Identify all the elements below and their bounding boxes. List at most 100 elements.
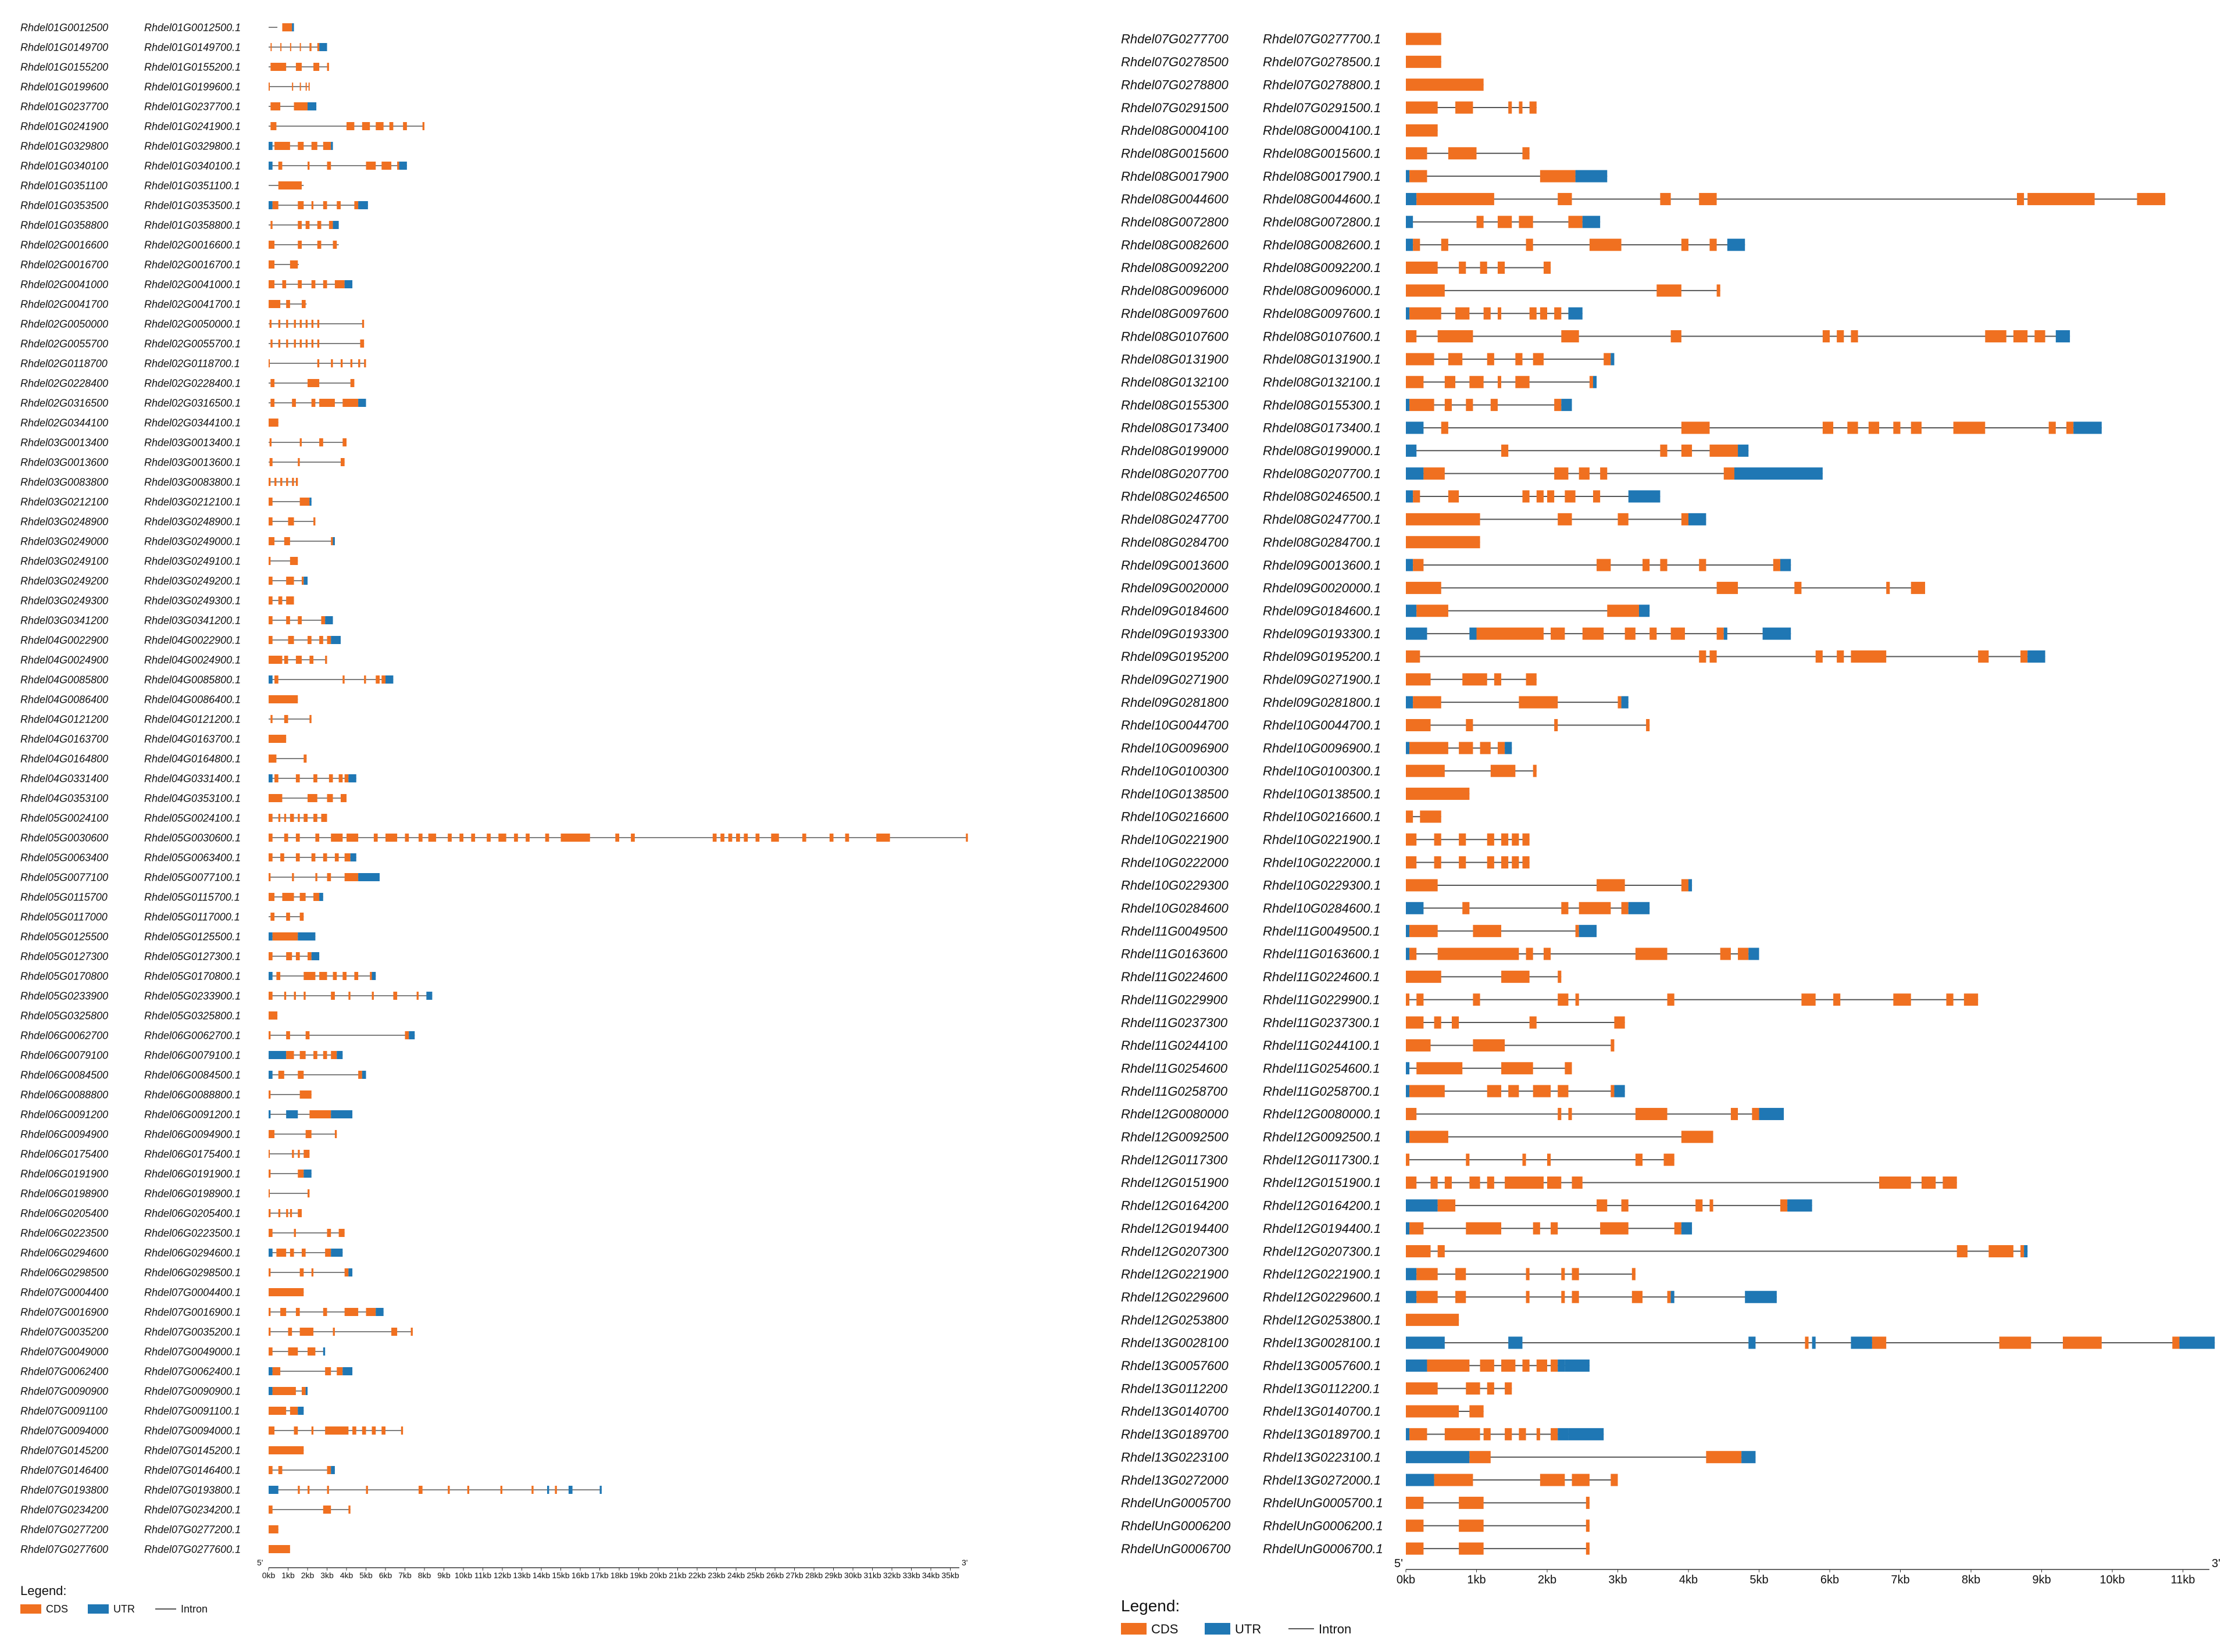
cds-block <box>1519 696 1558 709</box>
cds-block <box>295 63 302 71</box>
cds-block <box>1406 147 1427 160</box>
utr-block <box>269 1486 278 1494</box>
axis-tick-label: 18kb <box>610 1571 629 1580</box>
cds-block <box>325 1249 331 1257</box>
utr-block <box>1558 1359 1565 1372</box>
gene-id-label: Rhdel02G0055700 <box>20 338 108 349</box>
gene-row: Rhdel01G0358800 Rhdel01G0358800.1 <box>20 219 339 231</box>
gene-id-label: Rhdel06G0191900 <box>20 1168 108 1179</box>
axis-tick-label: 31kb <box>863 1571 881 1580</box>
gene-row: Rhdel06G0088800 Rhdel06G0088800.1 <box>20 1089 312 1100</box>
cds-block <box>1709 1199 1713 1212</box>
cds-block <box>1515 376 1530 388</box>
cds-block <box>1487 1177 1494 1189</box>
cds-block <box>1473 1039 1505 1052</box>
cds-block <box>1476 627 1544 640</box>
gene-id-label: Rhdel07G0234200 <box>20 1504 108 1515</box>
cds-block <box>284 656 288 664</box>
gene-id-label: Rhdel03G0249100 <box>20 555 108 567</box>
cds-block <box>344 1268 349 1276</box>
cds-block <box>487 834 491 842</box>
cds-block <box>1921 1177 1936 1189</box>
gene-row: Rhdel04G0086400 Rhdel04G0086400.1 <box>20 693 298 705</box>
cds-block <box>448 834 452 842</box>
cds-block <box>304 1150 310 1158</box>
cds-block <box>366 1486 368 1494</box>
cds-block <box>292 1150 294 1158</box>
utr-block <box>1727 238 1745 251</box>
cds-block <box>1723 467 1734 480</box>
gene-id-label: Rhdel10G0100300 <box>1121 764 1229 778</box>
cds-block <box>337 201 341 209</box>
cds-block <box>311 853 316 861</box>
cds-block <box>1522 833 1530 846</box>
cds-block <box>1911 581 1926 594</box>
transcript-id-label: Rhdel02G0041000.1 <box>144 278 241 290</box>
transcript-id-label: Rhdel09G0193300.1 <box>1263 627 1381 641</box>
transcript-id-label: Rhdel07G0035200.1 <box>144 1326 241 1338</box>
gene-id-label: Rhdel12G0117300 <box>1121 1153 1228 1167</box>
utr-block <box>1406 742 1410 755</box>
utr-block <box>333 221 339 229</box>
cds-block <box>1716 627 1724 640</box>
cds-block <box>1455 101 1473 114</box>
cds-block <box>1406 1314 1459 1326</box>
cds-block <box>299 320 302 328</box>
cds-block <box>1406 513 1480 525</box>
cds-block <box>288 517 294 525</box>
gene-id-label: Rhdel07G0004400 <box>20 1286 108 1298</box>
cds-block <box>1409 1085 1445 1097</box>
gene-row: Rhdel11G0258700 Rhdel11G0258700.1 <box>1121 1084 1625 1099</box>
gene-row: Rhdel01G0340100 Rhdel01G0340100.1 <box>20 160 407 171</box>
cds-block <box>269 695 298 703</box>
cds-block <box>1597 1199 1608 1212</box>
cds-block <box>1656 284 1681 297</box>
cds-block <box>1589 376 1593 388</box>
gene-id-label: Rhdel07G0090900 <box>20 1385 108 1397</box>
cds-block <box>1667 1290 1671 1303</box>
gene-row: Rhdel08G0004100 Rhdel08G0004100.1 <box>1121 123 1438 138</box>
cds-block <box>876 834 890 842</box>
gene-row: Rhdel08G0199000 Rhdel08G0199000.1 <box>1121 444 1749 458</box>
cds-block <box>1522 147 1530 160</box>
right-panel: Rhdel07G0277700 Rhdel07G0277700.1Rhdel07G… <box>1121 32 2220 1636</box>
cds-block <box>284 814 287 822</box>
cds-block <box>311 399 316 407</box>
utr-block <box>1561 399 1572 412</box>
cds-block <box>309 656 314 664</box>
cds-block <box>1515 353 1523 366</box>
cds-block <box>344 853 351 861</box>
cds-block <box>290 1209 292 1217</box>
axis-tick-label: 3kb <box>320 1571 334 1580</box>
cds-block <box>1406 376 1424 388</box>
cds-block <box>286 616 290 624</box>
gene-row: Rhdel12G0229600 Rhdel12G0229600.1 <box>1121 1290 1777 1304</box>
cds-block <box>299 1328 314 1336</box>
cds-block <box>295 834 300 842</box>
cds-block <box>1999 1336 2031 1349</box>
cds-block <box>342 675 345 684</box>
cds-block <box>1833 993 1841 1006</box>
cds-block <box>272 1387 296 1395</box>
cds-block <box>309 715 312 723</box>
gene-id-label: Rhdel02G0016700 <box>20 259 108 270</box>
utr-block <box>1575 170 1608 183</box>
utr-block <box>337 1051 343 1059</box>
cds-block <box>269 735 287 743</box>
cds-block <box>282 23 292 31</box>
transcript-id-label: Rhdel02G0118700.1 <box>144 357 240 369</box>
cds-block <box>354 972 359 980</box>
utr-block <box>1780 559 1791 571</box>
cds-block <box>298 1486 300 1494</box>
utr-block <box>292 23 294 31</box>
transcript-id-label: Rhdel06G0205400.1 <box>144 1207 241 1219</box>
transcript-id-label: Rhdel06G0079100.1 <box>144 1049 241 1061</box>
cds-block <box>1579 902 1611 914</box>
cds-block <box>1462 673 1487 686</box>
cds-block <box>269 636 273 644</box>
utr-block <box>1787 1199 1812 1212</box>
utr-block <box>344 280 353 288</box>
gene-id-label: Rhdel08G0173400 <box>1121 421 1229 435</box>
cds-block <box>269 419 278 427</box>
cds-block <box>317 339 320 348</box>
